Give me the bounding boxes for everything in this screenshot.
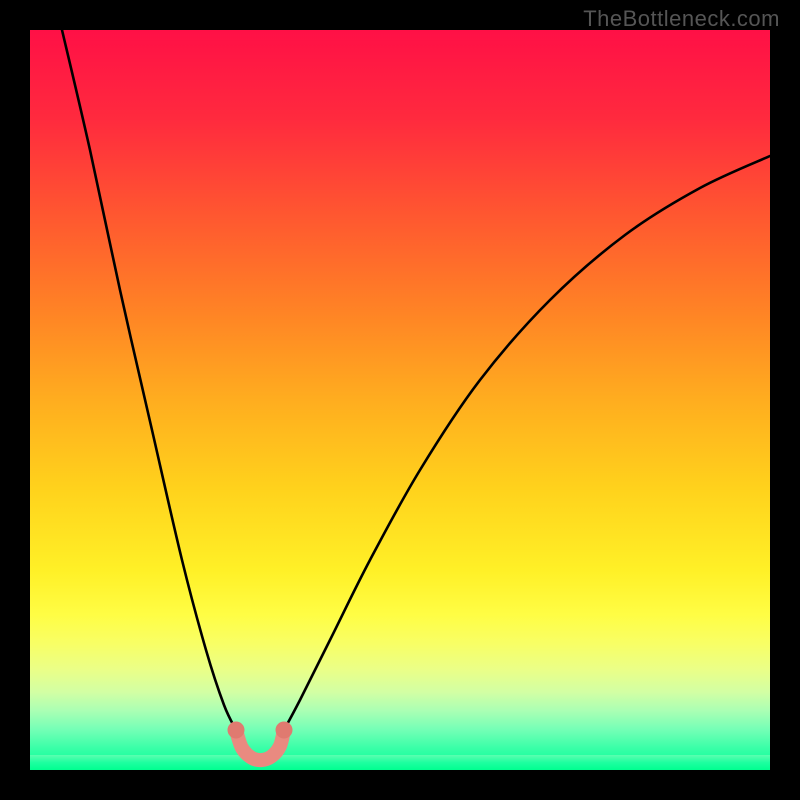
chart-stage: TheBottleneck.com	[0, 0, 800, 800]
valley-end-dot	[276, 722, 293, 739]
valley-marker-dots	[228, 722, 293, 739]
curve-left-branch	[62, 30, 236, 730]
valley-end-dot	[228, 722, 245, 739]
curve-layer	[0, 0, 800, 800]
watermark-text: TheBottleneck.com	[583, 6, 780, 32]
curve-right-branch	[284, 156, 770, 730]
